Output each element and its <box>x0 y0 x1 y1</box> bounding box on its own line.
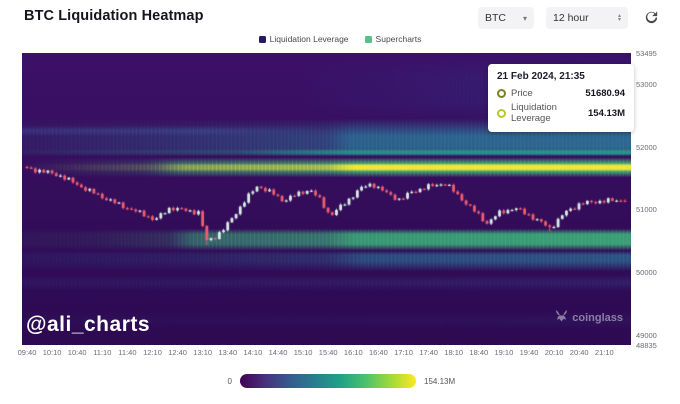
interval-select[interactable]: 12 hour ▴ ▾ <box>546 7 628 29</box>
colorbar-min-label: 0 <box>227 377 232 386</box>
tooltip-rows: Price 51680.94 Liquidation Leverage 154.13M <box>497 88 625 124</box>
x-axis-tick: 10:40 <box>67 348 87 357</box>
coinglass-logo: coinglass <box>555 309 623 327</box>
page-title: BTC Liquidation Heatmap <box>24 8 204 24</box>
tooltip-row: Price 51680.94 <box>497 88 625 99</box>
legend-label: Supercharts <box>375 34 422 44</box>
x-axis-tick: 15:10 <box>293 348 313 357</box>
x-axis-tick: 17:10 <box>394 348 413 357</box>
y-axis-tick: 53495 <box>636 49 657 58</box>
x-axis-tick: 20:40 <box>569 348 589 357</box>
y-axis-tick: 51000 <box>636 205 657 215</box>
x-axis-tick: 11:40 <box>118 348 137 357</box>
legend-swatch <box>364 35 372 43</box>
x-axis-tick: 16:40 <box>369 348 388 357</box>
x-axis-tick: 17:40 <box>419 348 438 357</box>
x-axis-tick: 18:10 <box>444 348 464 357</box>
x-axis-tick: 19:40 <box>519 348 539 357</box>
x-axis-tick: 13:10 <box>193 348 213 357</box>
legend-item-supercharts[interactable]: Supercharts <box>364 34 422 44</box>
chart-area: @ali_charts coinglass 21 Feb 2024, 21:35… <box>22 53 634 345</box>
legend: Liquidation Leverage Supercharts <box>0 34 680 44</box>
x-axis-tick: 18:40 <box>469 348 489 357</box>
x-axis-tick: 09:40 <box>17 348 37 357</box>
brand-name: coinglass <box>572 312 623 324</box>
tooltip-row-value: 51680.94 <box>585 88 625 99</box>
y-axis-tick: 50000 <box>636 268 657 277</box>
tooltip-row-label: Price <box>511 88 533 99</box>
refresh-button[interactable] <box>642 9 660 27</box>
refresh-icon <box>643 11 660 29</box>
x-axis-tick: 10:10 <box>42 348 62 357</box>
colorbar-max-label: 154.13M <box>424 377 456 386</box>
bull-icon <box>555 309 568 327</box>
tooltip: 21 Feb 2024, 21:35 Price 51680.94 Liquidat… <box>488 64 634 132</box>
interval-select-value: 12 hour <box>553 12 589 24</box>
colorbar: 0 154.13M <box>0 374 680 392</box>
tooltip-row: Liquidation Leverage 154.13M <box>497 102 625 124</box>
x-axis-tick: 21:10 <box>594 348 614 357</box>
x-axis-tick: 14:40 <box>268 348 288 357</box>
x-axis-tick: 16:10 <box>343 348 363 357</box>
x-axis-tick: 19:10 <box>494 348 514 357</box>
series-marker-icon <box>497 108 506 118</box>
y-axis-tick: 52000 <box>636 142 657 152</box>
legend-item-liquidation-leverage[interactable]: Liquidation Leverage <box>258 34 349 44</box>
watermark: @ali_charts <box>26 313 151 336</box>
x-axis-tick: 13:40 <box>218 348 238 357</box>
y-axis-tick: 53000 <box>636 80 657 90</box>
x-axis-tick: 15:40 <box>318 348 338 357</box>
spinner-up-down-icon: ▴ ▾ <box>617 13 621 23</box>
symbol-select[interactable]: BTC ▾ <box>478 7 534 29</box>
symbol-select-value: BTC <box>485 12 506 24</box>
x-axis-tick: 14:10 <box>243 348 263 357</box>
tooltip-timestamp: 21 Feb 2024, 21:35 <box>497 71 585 82</box>
tooltip-row-value: 154.13M <box>588 107 625 119</box>
x-axis-tick: 11:10 <box>93 348 112 357</box>
tooltip-row-label: Liquidation Leverage <box>511 102 557 124</box>
x-axis-tick: 12:40 <box>168 348 187 357</box>
legend-swatch <box>258 35 266 43</box>
y-axis-tick: 48835 <box>636 341 657 350</box>
y-axis-tick: 49000 <box>636 330 657 340</box>
series-marker-icon <box>497 89 506 98</box>
chevron-down-icon: ▾ <box>522 13 527 23</box>
x-axis-tick: 12:10 <box>143 348 162 357</box>
colorbar-gradient-bar <box>240 374 416 388</box>
x-axis-tick: 20:10 <box>544 348 564 357</box>
legend-label: Liquidation Leverage <box>269 34 349 44</box>
